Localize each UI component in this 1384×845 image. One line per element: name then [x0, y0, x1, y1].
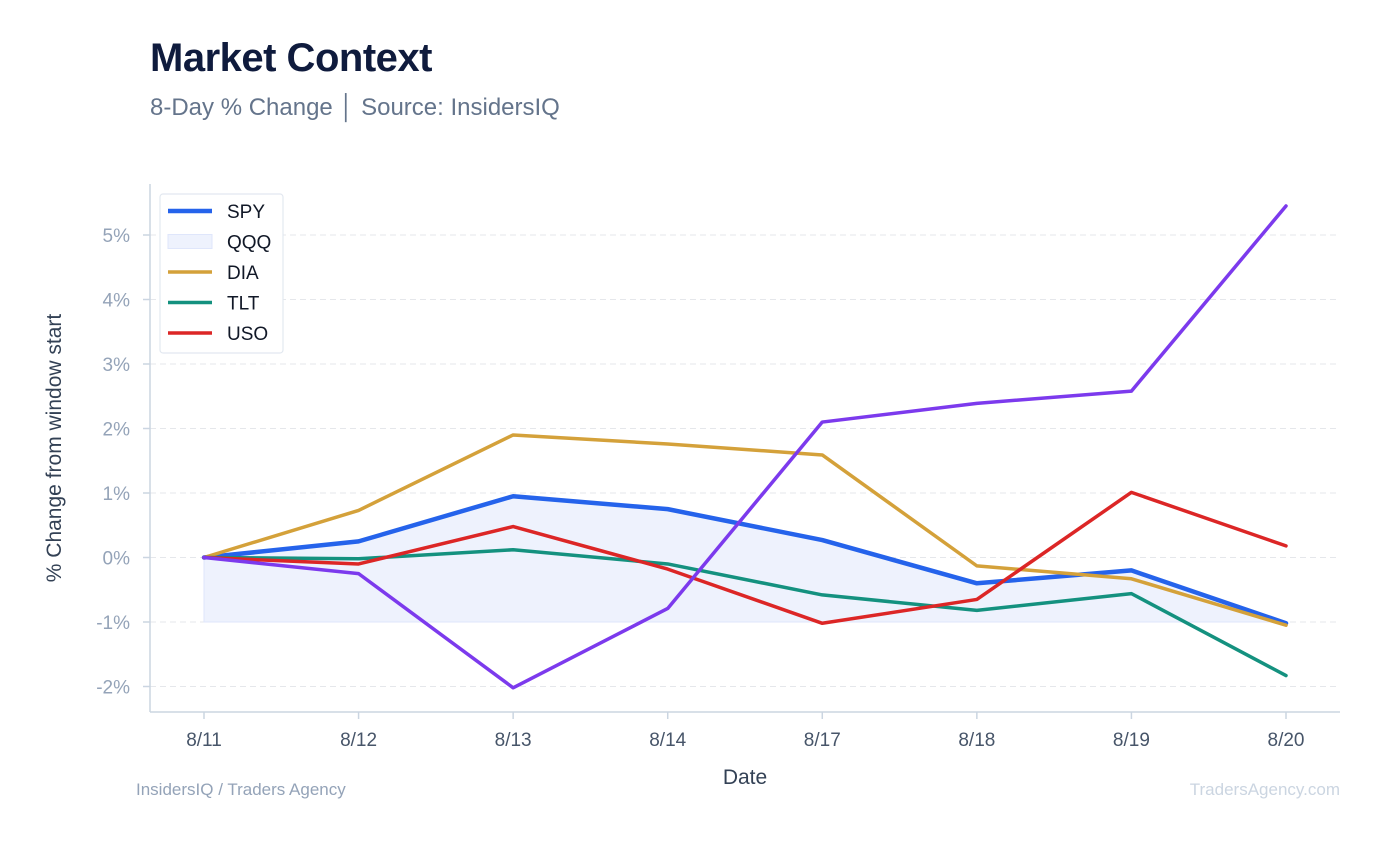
y-tick-label: -2% [96, 678, 130, 699]
y-tick-label: 2% [103, 420, 131, 441]
x-tick-labels: 8/11 8/12 8/13 8/14 8/17 8/18 8/19 8/20 [186, 712, 1304, 751]
series-line-qqq [202, 204, 1288, 690]
series-lines [201, 204, 1289, 690]
x-tick-label: 8/17 [804, 730, 841, 751]
footer-website: TradersAgency.com [1189, 780, 1340, 799]
x-tick-label: 8/20 [1268, 730, 1305, 751]
y-tick-label: 1% [103, 484, 131, 505]
legend-swatch-qqq [167, 234, 213, 249]
x-tick-label: 8/18 [958, 730, 995, 751]
y-tick-label: 5% [103, 226, 131, 247]
x-tick-label: 8/12 [340, 730, 377, 751]
x-tick-label: 8/11 [186, 730, 222, 751]
axes [149, 184, 1340, 713]
x-tick-label: 8/13 [495, 730, 532, 751]
y-tick-label: 4% [103, 291, 131, 312]
legend: SPY QQQ DIA TLT USO [159, 193, 284, 354]
series-line-dia [202, 433, 1288, 627]
legend-label-spy: SPY [227, 202, 265, 223]
series-line-spy [201, 493, 1289, 626]
footer-credit: InsidersIQ / Traders Agency [136, 780, 346, 799]
y-axis-title: % Change from window start [43, 314, 66, 583]
y-tick-label: 0% [103, 549, 131, 570]
legend-label-tlt: TLT [227, 294, 260, 315]
y-tick-label: 3% [103, 355, 131, 376]
chart-subtitle: 8-Day % Change │ Source: InsidersIQ [150, 94, 560, 121]
legend-box [159, 193, 284, 354]
x-axis-title: Date [723, 766, 767, 789]
series-line-uso [202, 490, 1288, 626]
x-tick-label: 8/19 [1113, 730, 1150, 751]
grid-lines [150, 234, 1340, 687]
legend-label-uso: USO [227, 324, 268, 345]
legend-label-qqq: QQQ [227, 233, 271, 254]
y-tick-label: -1% [96, 613, 130, 634]
x-tick-label: 8/14 [649, 730, 686, 751]
legend-label-dia: DIA [227, 263, 259, 284]
chart-title: Market Context [150, 36, 432, 80]
y-tick-labels: -2% -1% 0% 1% 2% 3% 4% 5% [96, 226, 150, 699]
